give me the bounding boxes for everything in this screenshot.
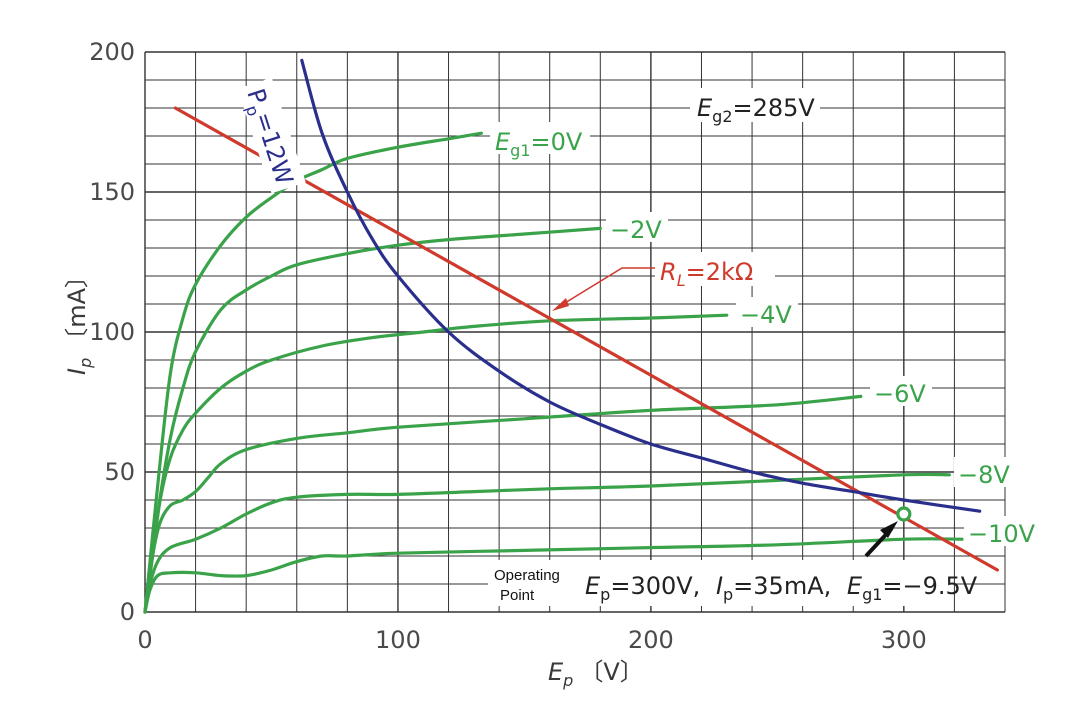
x-tick-label: 0 bbox=[137, 626, 152, 654]
operating-point-label-line2: Point bbox=[500, 587, 535, 604]
y-axis-label: Ip 〔mA〕 bbox=[63, 264, 95, 375]
y-axis-unit: 〔mA〕 bbox=[63, 264, 91, 352]
y-axis-letter: I bbox=[63, 368, 91, 375]
operating-point-marker bbox=[896, 506, 912, 522]
ip-letter: I bbox=[716, 572, 723, 600]
grid-voltage-curve bbox=[143, 313, 729, 614]
operating-point-annotation: Operating Point Ep=300V, Ip=35mA, Eg1=−9… bbox=[488, 521, 978, 606]
y-tick-label: 100 bbox=[89, 318, 135, 346]
ip-sub: p bbox=[723, 585, 733, 604]
eg-letter: E bbox=[847, 572, 863, 600]
grid-voltage-curve bbox=[143, 537, 964, 614]
load-line-pointer bbox=[559, 267, 655, 307]
y-tick-label: 0 bbox=[120, 598, 135, 626]
y-tick-label: 150 bbox=[89, 178, 135, 206]
screen-grid-sub: g2 bbox=[712, 107, 732, 126]
load-line-sub: L bbox=[677, 271, 686, 290]
eg-value: =−9.5V bbox=[882, 572, 977, 600]
grid-voltage-curve bbox=[143, 394, 863, 614]
power-dissipation-curve bbox=[300, 58, 982, 513]
series bbox=[143, 58, 1000, 614]
eg1-value: =0V bbox=[531, 128, 583, 156]
screen-grid-letter: E bbox=[697, 94, 713, 122]
series-label-minus6: −6V bbox=[874, 380, 926, 408]
y-axis-sub: p bbox=[76, 358, 95, 369]
screen-grid-annotation: Eg2=285V bbox=[690, 88, 820, 126]
series-label-minus10: −10V bbox=[968, 520, 1036, 548]
eg1-letter: E bbox=[495, 128, 511, 156]
grid-voltage-curve bbox=[143, 226, 602, 614]
grid bbox=[144, 51, 1006, 613]
operating-point-layer bbox=[896, 506, 912, 522]
ep-value: =300V, bbox=[610, 572, 700, 600]
svg-text:Ep=300V, Ip=35mA,: Ep=300V, Ip=35mA, Eg1=−9.5V bbox=[585, 572, 978, 604]
svg-text:Eg2=285V: Eg2=285V bbox=[697, 94, 815, 126]
x-tick-label: 100 bbox=[375, 626, 421, 654]
x-axis-unit: 〔V〕 bbox=[579, 658, 643, 686]
y-tick-label: 200 bbox=[89, 38, 135, 66]
x-tick-label: 300 bbox=[881, 626, 927, 654]
ip-value: =35mA, bbox=[733, 572, 831, 600]
x-axis-letter: E bbox=[548, 658, 564, 686]
operating-point-arrowhead bbox=[880, 521, 898, 538]
grid-voltage-curve bbox=[143, 472, 951, 614]
load-line-value: =2kΩ bbox=[686, 258, 754, 286]
ep-letter: E bbox=[585, 572, 601, 600]
eg1-sub: g1 bbox=[510, 141, 530, 160]
grid-curve-labels: Eg1=0V −2V −4V −6V −8V −10V bbox=[490, 122, 1036, 548]
series-label-minus8: −8V bbox=[958, 461, 1010, 489]
x-axis-sub: p bbox=[562, 671, 573, 690]
eg-sub: g1 bbox=[862, 585, 882, 604]
operating-point-label-line1: Operating bbox=[494, 567, 560, 584]
ep-sub: p bbox=[600, 585, 610, 604]
x-axis-label: Ep 〔V〕 bbox=[548, 658, 644, 690]
grid-voltage-curve bbox=[143, 131, 484, 614]
svg-text:Eg1=0V: Eg1=0V bbox=[495, 128, 583, 160]
load-line-letter: R bbox=[660, 258, 677, 286]
series-label-minus2: −2V bbox=[610, 216, 662, 244]
series-label-minus4: −4V bbox=[740, 301, 792, 329]
screen-grid-value: =285V bbox=[733, 94, 816, 122]
y-tick-label: 50 bbox=[104, 458, 135, 486]
load-line-annotation: RL=2kΩ bbox=[552, 252, 775, 311]
tick-labels: 0 100 200 300 0 50 100 150 200 bbox=[89, 38, 927, 654]
load-line-pointer-head bbox=[552, 298, 569, 311]
x-tick-label: 200 bbox=[628, 626, 674, 654]
svg-text:RL=2kΩ: RL=2kΩ bbox=[660, 258, 753, 290]
